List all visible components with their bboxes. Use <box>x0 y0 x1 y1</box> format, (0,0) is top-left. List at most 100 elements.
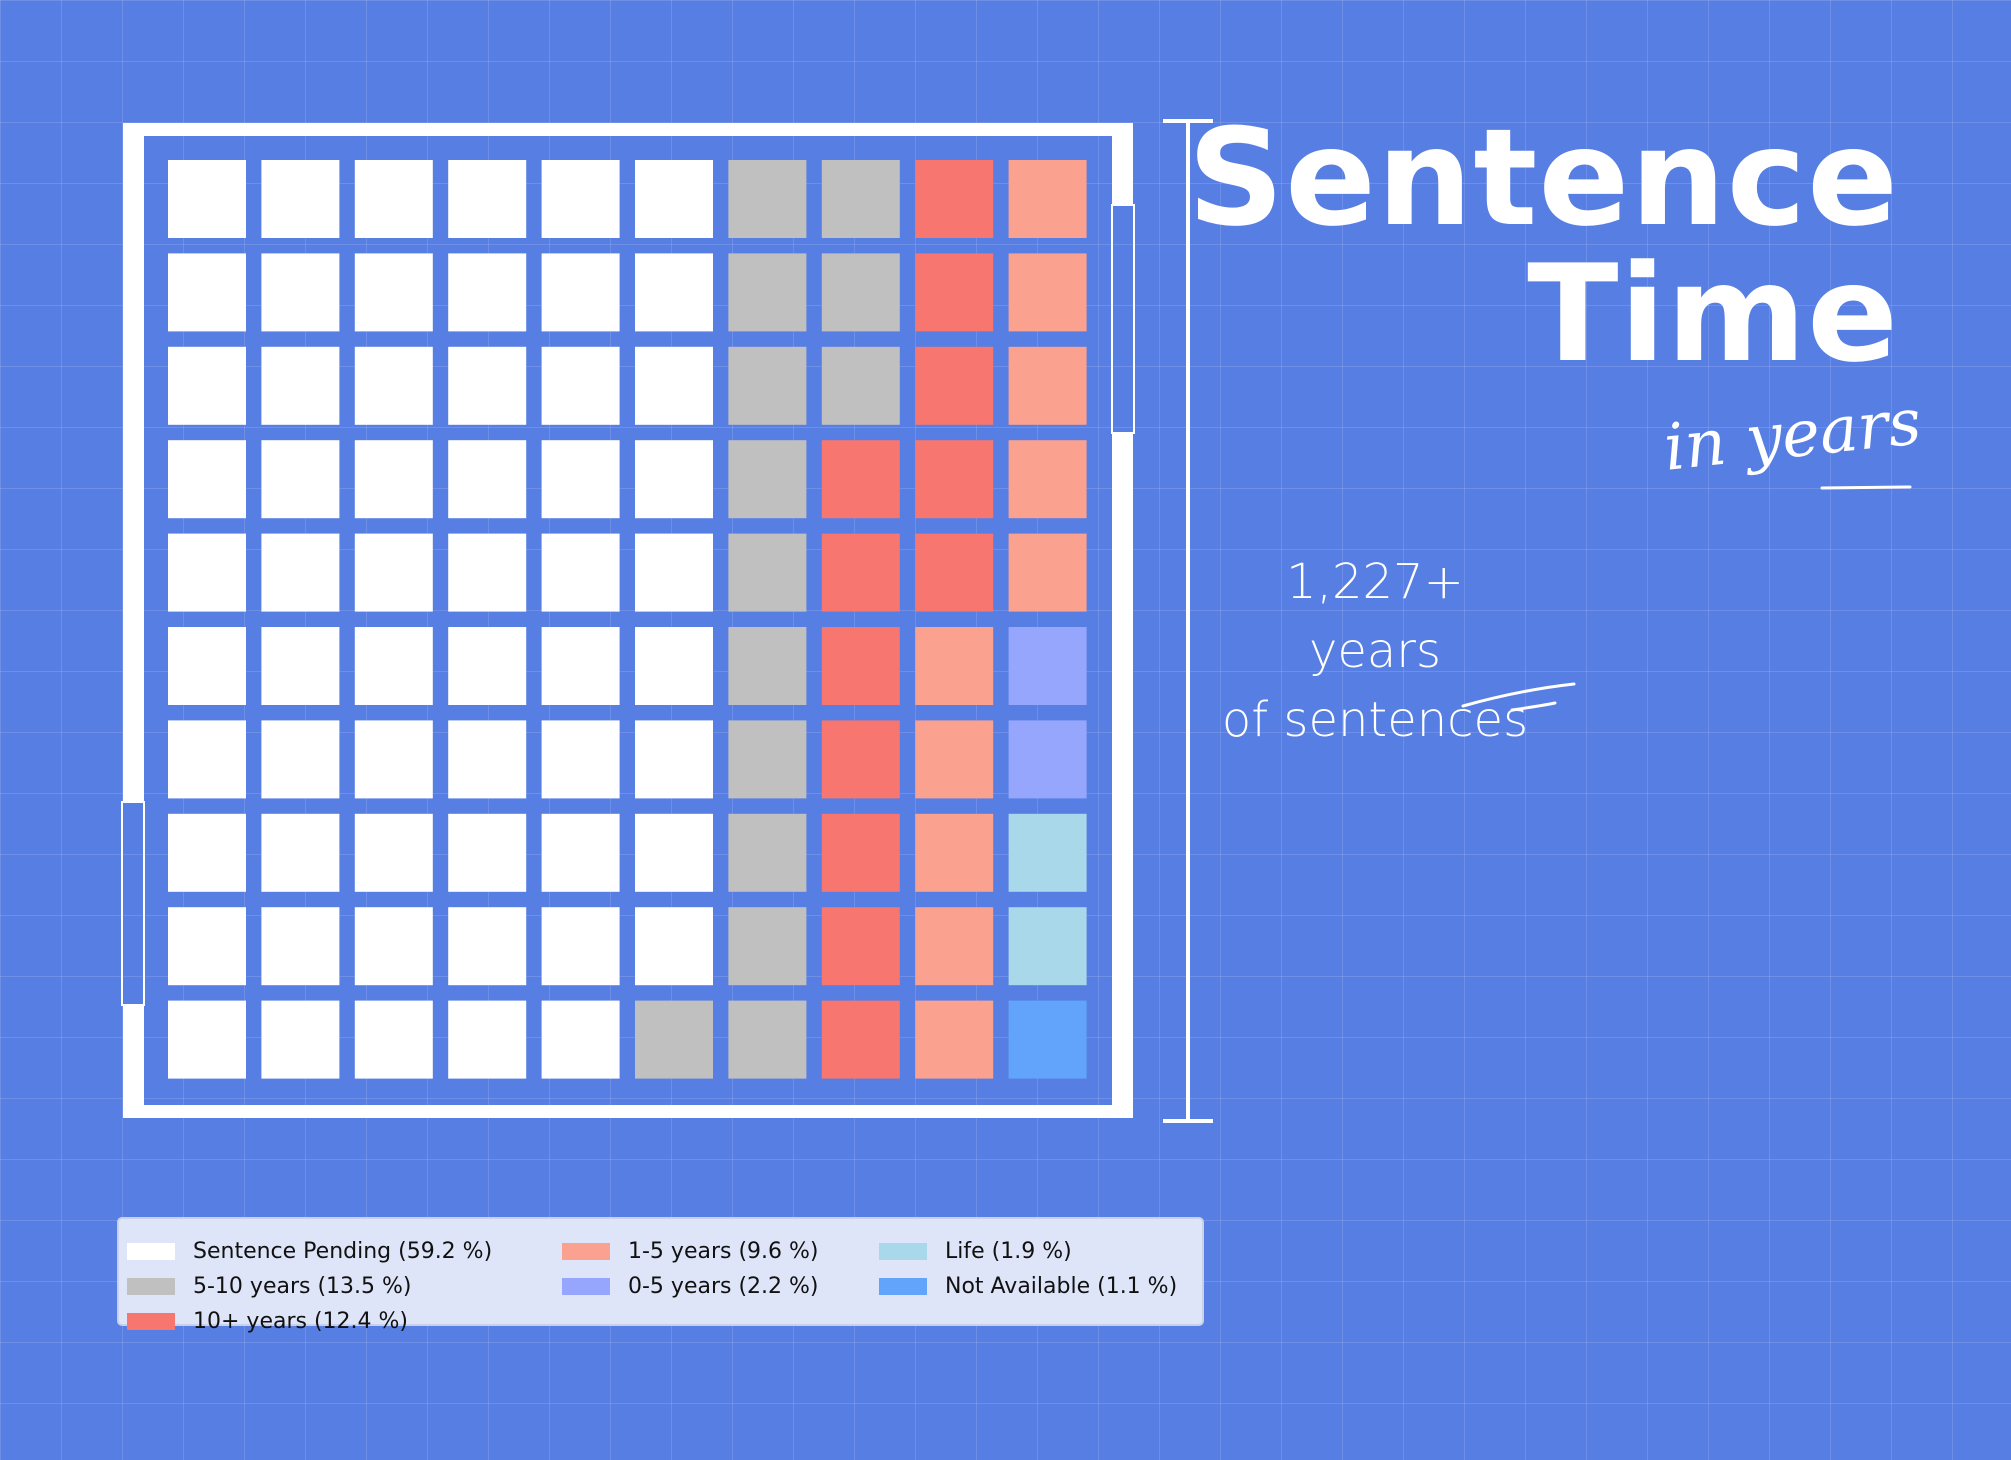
legend-item: 1-5 years (9.6 %) <box>562 1236 819 1266</box>
legend-label: Life (1.9 %) <box>945 1238 1072 1264</box>
waffle-cell <box>635 1000 713 1079</box>
waffle-cell <box>635 813 713 892</box>
cell-frame <box>121 123 1135 1118</box>
waffle-cell <box>821 533 900 612</box>
legend-label: 10+ years (12.4 %) <box>193 1308 409 1334</box>
waffle-cell <box>915 813 994 892</box>
waffle-cell <box>915 533 994 612</box>
waffle-cell <box>448 627 527 705</box>
waffle-cell <box>728 533 807 612</box>
waffle-cell <box>1008 160 1087 238</box>
waffle-cell <box>448 813 527 892</box>
waffle-cell <box>1008 1000 1087 1079</box>
legend-item: 0-5 years (2.2 %) <box>562 1271 819 1301</box>
waffle-cell <box>541 627 620 705</box>
waffle-cell <box>168 160 246 238</box>
waffle-cell <box>261 160 340 238</box>
waffle-cell <box>821 253 900 332</box>
waffle-cell <box>821 440 900 519</box>
waffle-cell <box>915 253 994 332</box>
waffle-cell <box>261 346 340 425</box>
waffle-cell <box>354 1000 433 1079</box>
waffle-cell <box>261 440 340 519</box>
title-line-1: Sentence <box>1187 100 1899 256</box>
waffle-cell <box>261 720 340 799</box>
title-block: Sentence Time <box>1188 110 1899 382</box>
legend-label: Not Available (1.1 %) <box>945 1273 1178 1299</box>
waffle-cell <box>1008 813 1087 892</box>
waffle-cell <box>728 627 807 705</box>
legend-swatch <box>879 1242 927 1260</box>
waffle-cell <box>728 907 807 986</box>
waffle-cell <box>635 253 713 332</box>
waffle-cell <box>261 253 340 332</box>
dimension-bracket <box>1163 119 1213 1123</box>
underline-flourish <box>1461 485 1912 712</box>
legend-swatch <box>879 1277 927 1295</box>
legend-item: Life (1.9 %) <box>879 1236 1072 1266</box>
waffle-cell <box>448 907 527 986</box>
waffle-cell <box>541 720 620 799</box>
waffle-cell <box>354 907 433 986</box>
waffle-cell <box>635 160 713 238</box>
waffle-cell <box>728 720 807 799</box>
waffle-cell <box>541 533 620 612</box>
legend-label: 0-5 years (2.2 %) <box>628 1273 819 1299</box>
waffle-cell <box>354 160 433 238</box>
legend-item: Not Available (1.1 %) <box>879 1271 1177 1301</box>
waffle-cell <box>728 1000 807 1079</box>
waffle-cell <box>541 813 620 892</box>
waffle-cell <box>168 440 246 519</box>
waffle-cell <box>635 346 713 425</box>
waffle-cell <box>1008 533 1087 612</box>
waffle-cell <box>448 253 527 332</box>
waffle-cell <box>1008 720 1087 799</box>
legend-label: 1-5 years (9.6 %) <box>628 1238 819 1264</box>
waffle-cell <box>1008 253 1087 332</box>
waffle-cells <box>168 160 1087 1079</box>
waffle-cell <box>448 1000 527 1079</box>
waffle-cell <box>728 813 807 892</box>
waffle-cell <box>168 533 246 612</box>
waffle-cell <box>915 346 994 425</box>
waffle-cell <box>354 440 433 519</box>
waffle-cell <box>915 720 994 799</box>
waffle-cell <box>541 253 620 332</box>
waffle-cell <box>635 907 713 986</box>
legend-swatch <box>562 1242 610 1260</box>
waffle-cell <box>1008 627 1087 705</box>
legend-swatch <box>127 1242 175 1260</box>
waffle-cell <box>728 346 807 425</box>
legend-swatch <box>127 1312 175 1330</box>
waffle-cell <box>168 813 246 892</box>
waffle-cell <box>541 1000 620 1079</box>
waffle-cell <box>261 627 340 705</box>
waffle-cell <box>261 907 340 986</box>
waffle-cell <box>635 533 713 612</box>
waffle-cell <box>541 160 620 238</box>
waffle-cell <box>915 1000 994 1079</box>
waffle-cell <box>1008 440 1087 519</box>
waffle-cell <box>354 346 433 425</box>
waffle-cell <box>821 907 900 986</box>
annotation: 1,227+ years of sentences <box>1215 548 1535 755</box>
waffle-cell <box>728 160 807 238</box>
waffle-cell <box>354 627 433 705</box>
waffle-cell <box>728 253 807 332</box>
waffle-cell <box>448 160 527 238</box>
waffle-cell <box>728 440 807 519</box>
legend: Sentence Pending (59.2 %) 5-10 years (13… <box>117 1217 1204 1334</box>
waffle-cell <box>168 720 246 799</box>
waffle-cell <box>915 627 994 705</box>
waffle-cell <box>821 720 900 799</box>
waffle-cell <box>168 346 246 425</box>
waffle-cell <box>915 160 994 238</box>
waffle-cell <box>821 160 900 238</box>
waffle-cell <box>168 1000 246 1079</box>
waffle-cell <box>821 1000 900 1079</box>
annotation-line-2: of sentences <box>1221 692 1529 748</box>
waffle-cell <box>354 813 433 892</box>
waffle-cell <box>541 907 620 986</box>
waffle-cell <box>1008 907 1087 986</box>
